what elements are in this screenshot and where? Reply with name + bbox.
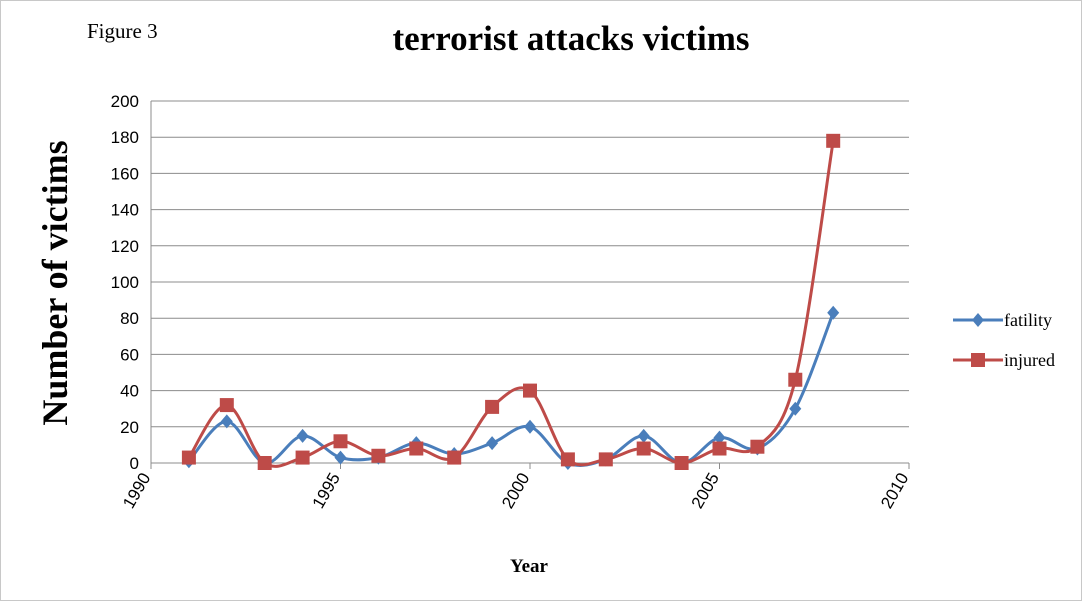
data-point-injured [485,399,500,414]
y-tick-label: 180 [111,128,139,147]
data-point-fatility [713,430,726,445]
x-tick-label: 2010 [877,470,912,512]
data-point-injured [598,452,613,467]
y-tick-label: 140 [111,201,139,220]
y-tick-label: 60 [120,345,139,364]
y-tick-label: 0 [130,454,139,473]
data-point-injured [788,372,803,387]
x-tick-label: 1995 [309,470,344,512]
series-line-fatility [187,312,835,467]
y-tick-label: 160 [111,164,139,183]
data-point-injured [636,441,651,456]
y-tick-label: 80 [120,309,139,328]
data-point-fatility [637,428,650,443]
data-point-injured [371,448,386,463]
y-tick-label: 40 [120,382,139,401]
data-point-fatility [827,305,840,320]
data-point-injured [674,456,689,470]
data-point-fatility [334,450,347,465]
series-line-injured [187,140,835,468]
data-point-injured [447,450,462,465]
legend-marker-fatility [972,313,984,327]
data-point-fatility [220,414,233,429]
data-point-injured [523,383,537,398]
series-fatility [182,305,840,470]
data-point-injured [181,450,196,465]
y-tick-label: 200 [111,92,139,111]
data-point-injured [560,452,575,467]
data-point-fatility [296,428,309,443]
x-tick-label: 2005 [688,470,723,512]
data-point-injured [257,456,272,470]
figure-label: Figure 3 [87,19,158,43]
data-point-fatility [524,419,536,434]
y-tick-label: 120 [111,237,139,256]
legend-label-fatility: fatility [1004,310,1052,330]
data-point-injured [409,441,424,456]
x-axis-label: Year [510,556,548,577]
y-tick-label: 100 [111,273,139,292]
data-point-fatility [486,436,499,451]
data-point-injured [826,133,841,148]
data-point-fatility [789,401,802,416]
data-point-injured [333,434,348,449]
data-point-injured [295,450,310,465]
x-tick-label: 1990 [119,470,154,512]
data-point-injured [750,439,765,454]
legend-label-injured: injured [1004,350,1055,370]
legend-marker-injured [971,353,985,367]
series-injured [181,133,841,470]
y-tick-label: 20 [120,418,139,437]
legend: fatility injured [953,310,1055,370]
chart-title: terrorist attacks victims [392,19,750,58]
data-point-injured [712,441,727,456]
x-tick-label: 2000 [498,470,533,512]
data-point-injured [219,398,234,413]
